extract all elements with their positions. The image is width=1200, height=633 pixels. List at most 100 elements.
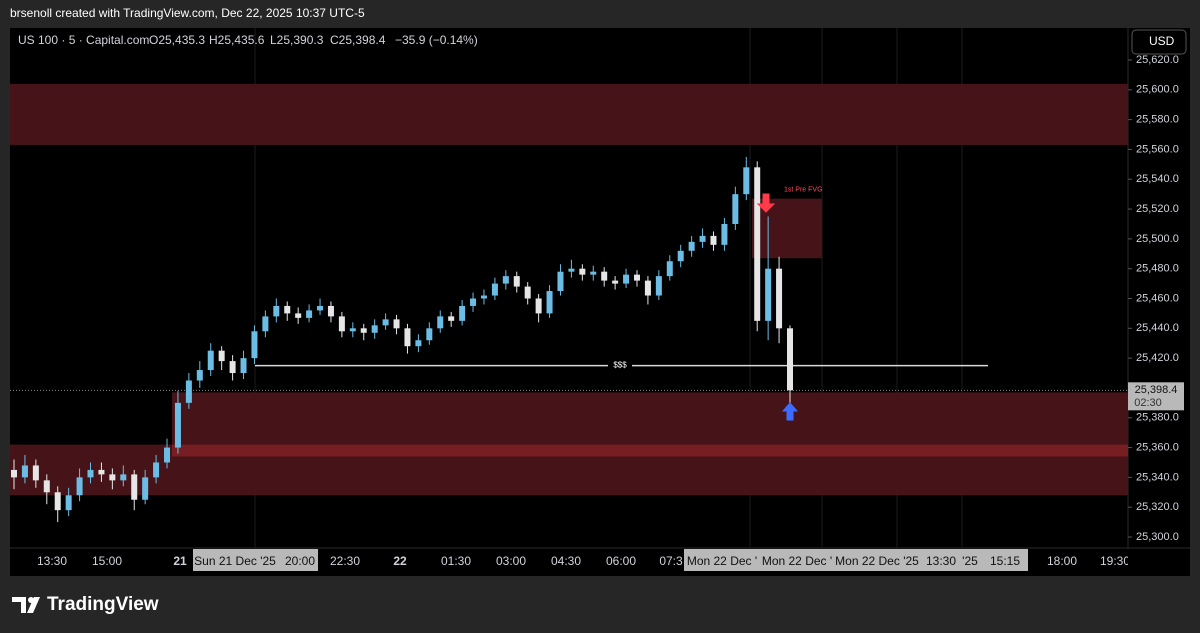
y-tick-label: 25,620.0 <box>1136 54 1179 66</box>
candle-body <box>415 340 422 347</box>
candle-body <box>601 271 608 281</box>
candle-body <box>633 274 640 281</box>
brand: TradingView <box>47 594 159 615</box>
x-tick-label: 18:00 <box>1047 554 1077 568</box>
candle-body <box>284 305 291 314</box>
y-tick-label: 25,520.0 <box>1136 203 1179 215</box>
candle-body <box>196 370 203 381</box>
candle-body <box>371 325 378 333</box>
y-tick-label: 25,420.0 <box>1136 352 1179 364</box>
candle-body <box>338 316 345 332</box>
candle-body <box>131 474 138 500</box>
candle-body <box>360 328 367 333</box>
x-tick-label: 01:30 <box>441 554 471 568</box>
y-tick-label: 25,460.0 <box>1136 292 1179 304</box>
currency: USD <box>1149 34 1175 48</box>
candle-body <box>776 268 783 329</box>
candle-body <box>470 298 477 306</box>
candle-body <box>327 305 334 317</box>
zone <box>172 444 1128 457</box>
candle-body <box>262 316 269 332</box>
last-price-label: 25,398.4 <box>1135 384 1178 396</box>
y-tick-label: 25,360.0 <box>1136 441 1179 453</box>
attribution: brsenoll created with TradingView.com, D… <box>10 6 365 20</box>
x-tick-label: Mon 22 Dec '25 <box>835 554 919 568</box>
x-tick-label: Sun 21 Dec '25 <box>194 554 276 568</box>
candle-body <box>590 271 597 275</box>
candle-body <box>273 305 280 317</box>
candle-body <box>644 280 651 296</box>
y-tick-label: 25,440.0 <box>1136 322 1179 334</box>
candle-body <box>306 310 313 318</box>
y-tick-label: 25,560.0 <box>1136 143 1179 155</box>
candle-body <box>721 223 728 245</box>
candle-body <box>743 167 750 195</box>
candle-body <box>426 328 433 341</box>
candle-body <box>524 286 531 299</box>
x-tick-label: 22:30 <box>330 554 360 568</box>
candle-body <box>295 313 302 318</box>
candle-body <box>164 447 171 463</box>
currency-button[interactable] <box>1131 29 1187 55</box>
y-tick-label: 25,540.0 <box>1136 173 1179 185</box>
candle-body <box>513 276 520 287</box>
y-tick-label: 25,320.0 <box>1136 501 1179 513</box>
liquidity-label-bg <box>608 359 632 372</box>
countdown: 02:30 <box>1134 397 1162 409</box>
candle-body <box>666 261 673 277</box>
candle-body <box>732 194 739 224</box>
candle-body <box>109 474 116 481</box>
candle-body <box>142 477 149 500</box>
candle-body <box>688 241 695 251</box>
x-tick-label: 15:15 <box>990 554 1020 568</box>
candle-body <box>480 295 487 299</box>
legend-value: C25,398.4 <box>330 33 386 47</box>
candle-body <box>612 280 619 284</box>
symbol: US 100 · 5 · Capital.com <box>18 33 149 47</box>
candle-body <box>655 276 662 296</box>
candle-body <box>185 380 192 403</box>
x-tick-label: 15:00 <box>92 554 122 568</box>
sell-arrow <box>756 193 776 213</box>
candle-body <box>546 291 553 314</box>
legend-value: L25,390.3 <box>270 33 324 47</box>
candle-body <box>21 465 28 478</box>
candle-body <box>11 469 17 478</box>
y-tick-label: 25,600.0 <box>1136 84 1179 96</box>
fvg-label: 1st Pre FVG <box>784 186 823 193</box>
candle-body <box>459 305 466 321</box>
candle-body <box>251 331 258 359</box>
candle-body <box>382 319 389 326</box>
candle-body <box>207 350 214 371</box>
x-tick-label: 22 <box>393 554 407 568</box>
candle-body <box>491 283 498 296</box>
x-tick-label: 21 <box>173 554 187 568</box>
candle-body <box>557 271 564 292</box>
x-tick-label: 07:3 <box>659 554 683 568</box>
y-tick-label: 25,500.0 <box>1136 233 1179 245</box>
candle-body <box>317 305 324 311</box>
candle-body <box>437 316 444 329</box>
candle-body <box>87 469 94 478</box>
x-tick-label: 04:30 <box>551 554 581 568</box>
y-tick-label: 25,480.0 <box>1136 263 1179 275</box>
candle-body <box>153 462 160 478</box>
liquidity-label: $$$ <box>613 361 627 370</box>
time-highlight <box>684 549 1028 571</box>
candle-body <box>120 474 127 481</box>
candle-body <box>699 235 706 242</box>
candle-body <box>579 268 586 275</box>
y-tick-label: 25,580.0 <box>1136 114 1179 126</box>
candle-body <box>787 328 793 391</box>
time-highlight <box>193 549 318 571</box>
candle-body <box>404 328 411 347</box>
x-tick-label: 20:00 <box>285 554 315 568</box>
zone <box>172 392 1128 496</box>
x-tick-label: 06:00 <box>606 554 636 568</box>
candle-body <box>393 319 400 329</box>
candle-body <box>765 268 772 321</box>
symbol-legend: US 100 · 5 · Capital.com O25,435.3 H25,43… <box>18 33 478 47</box>
candle-body <box>43 480 50 493</box>
candle-body <box>218 350 225 362</box>
